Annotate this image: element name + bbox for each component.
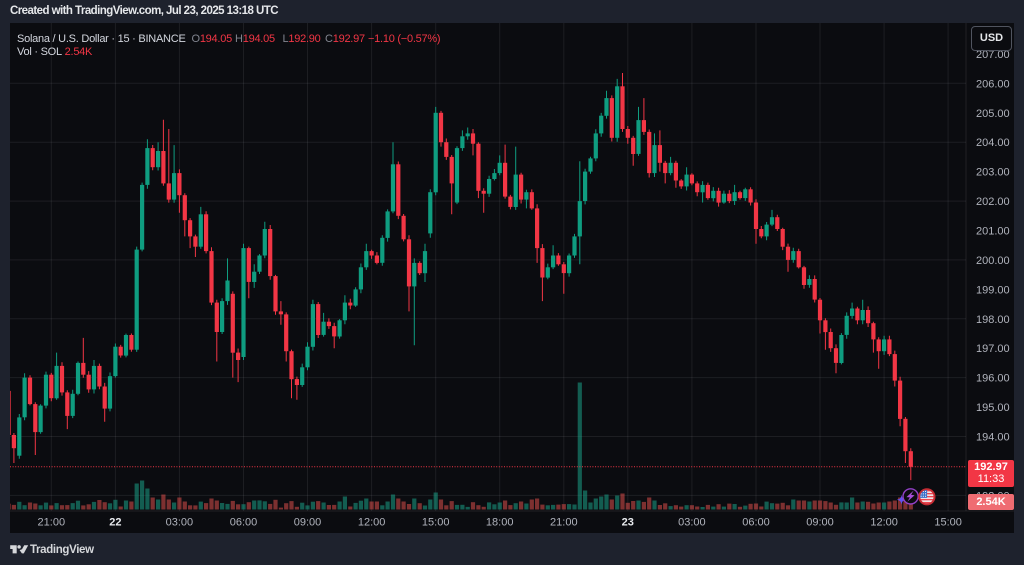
- svg-text:18:00: 18:00: [486, 517, 514, 529]
- svg-text:09:00: 09:00: [806, 517, 834, 529]
- svg-text:207.00: 207.00: [976, 49, 1010, 61]
- svg-text:09:00: 09:00: [294, 517, 322, 529]
- svg-text:21:00: 21:00: [38, 517, 66, 529]
- svg-text:196.00: 196.00: [976, 373, 1010, 385]
- svg-text:204.00: 204.00: [976, 137, 1010, 149]
- svg-text:12:00: 12:00: [870, 517, 898, 529]
- svg-text:15:00: 15:00: [934, 517, 962, 529]
- svg-text:203.00: 203.00: [976, 167, 1010, 179]
- svg-text:23: 23: [622, 517, 634, 529]
- svg-text:06:00: 06:00: [742, 517, 770, 529]
- svg-text:03:00: 03:00: [166, 517, 194, 529]
- svg-text:21:00: 21:00: [550, 517, 578, 529]
- svg-text:15:00: 15:00: [422, 517, 450, 529]
- svg-text:22: 22: [109, 517, 121, 529]
- svg-text:03:00: 03:00: [678, 517, 706, 529]
- svg-text:201.00: 201.00: [976, 226, 1010, 238]
- svg-text:195.00: 195.00: [976, 402, 1010, 414]
- svg-text:06:00: 06:00: [230, 517, 258, 529]
- svg-text:206.00: 206.00: [976, 78, 1010, 90]
- svg-text:205.00: 205.00: [976, 108, 1010, 120]
- svg-text:199.00: 199.00: [976, 284, 1010, 296]
- svg-text:194.00: 194.00: [976, 432, 1010, 444]
- svg-text:202.00: 202.00: [976, 196, 1010, 208]
- svg-text:197.00: 197.00: [976, 343, 1010, 355]
- svg-text:12:00: 12:00: [358, 517, 386, 529]
- svg-text:200.00: 200.00: [976, 255, 1010, 267]
- svg-text:198.00: 198.00: [976, 314, 1010, 326]
